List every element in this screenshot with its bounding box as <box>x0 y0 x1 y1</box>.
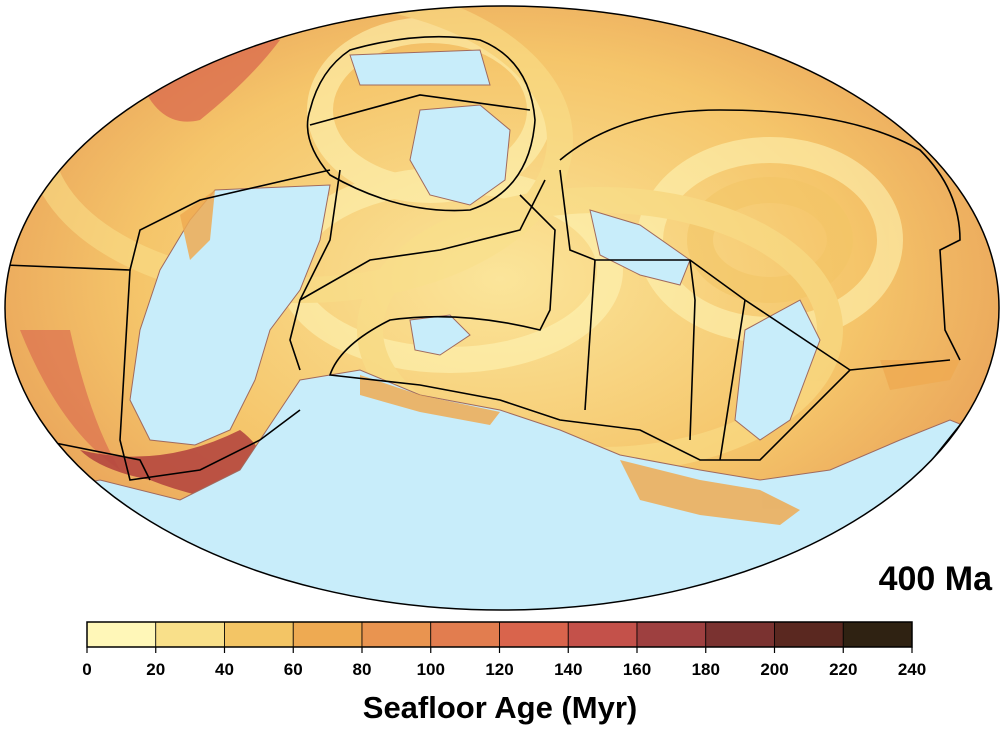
colorbar-tick-label: 20 <box>146 660 166 679</box>
colorbar-segment <box>292 621 363 648</box>
colorbar <box>86 621 913 653</box>
colorbar-segment <box>155 621 225 648</box>
colorbar-segment <box>842 621 913 648</box>
colorbar-tick-label: 200 <box>760 660 789 679</box>
colorbar-segment <box>636 621 707 648</box>
colorbar-segment <box>224 621 294 648</box>
colorbar-tick-label: 180 <box>691 660 720 679</box>
colorbar-title: Seafloor Age (Myr) <box>362 690 638 725</box>
colorbar-tick-label: 100 <box>416 660 445 679</box>
colorbar-segment <box>499 621 569 648</box>
colorbar-segment <box>705 621 775 648</box>
continent-arctic-strip <box>349 49 491 86</box>
colorbar-segment <box>361 621 432 648</box>
old-seafloor-w <box>20 330 120 470</box>
colorbar-segment <box>430 621 500 648</box>
margins <box>180 190 960 525</box>
continent-baltica <box>409 104 511 206</box>
colorbar-tick-label: 240 <box>897 660 927 679</box>
colorbar-tick-label: 60 <box>283 660 303 679</box>
globe-outline <box>4 5 1000 611</box>
colorbar-tick-label: 140 <box>554 660 583 679</box>
colorbar-tick-label: 160 <box>622 660 652 679</box>
colorbar-segment <box>774 621 844 648</box>
continent-gondwana <box>5 369 999 610</box>
colorbar-tick-label: 40 <box>215 660 234 679</box>
colorbar-segment <box>86 621 157 648</box>
continent-north-america <box>129 184 331 446</box>
colorbar-segment <box>567 621 638 648</box>
continent-microcontinent <box>409 314 471 356</box>
colorbar-tick-label: 120 <box>485 660 514 679</box>
colorbar-tick-label: 0 <box>82 660 92 679</box>
continents <box>5 49 999 610</box>
colorbar-tick-label: 220 <box>829 660 858 679</box>
continent-siberia <box>589 209 691 286</box>
colorbar-tick-label: 80 <box>352 660 372 679</box>
age-label: 400 Ma <box>878 560 992 598</box>
